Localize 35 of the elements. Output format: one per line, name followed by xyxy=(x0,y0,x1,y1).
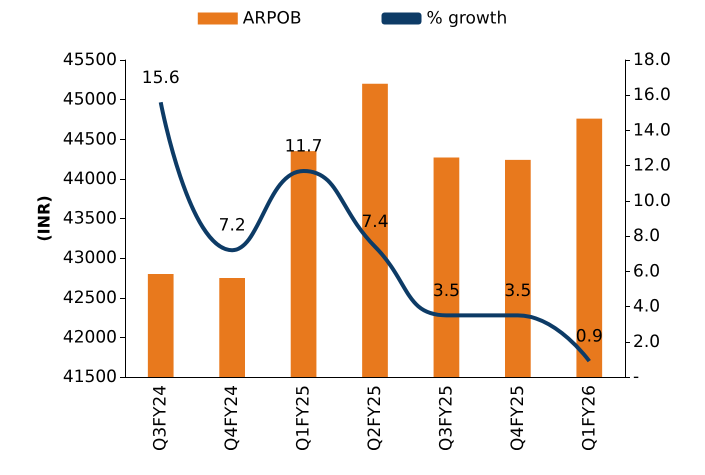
y-axis-title: (INR) xyxy=(34,195,54,242)
y2-tick-label: 4.0 xyxy=(633,296,660,317)
y-tick-label: 42000 xyxy=(62,327,117,348)
x-tick-label: Q4FY25 xyxy=(508,385,528,451)
data-label: 7.4 xyxy=(361,212,389,232)
y2-tick-label: 6.0 xyxy=(633,261,660,282)
y2-tick-label: - xyxy=(633,367,640,387)
data-label: 15.6 xyxy=(142,68,180,88)
y-tick-label: 45000 xyxy=(62,90,117,110)
y2-tick-label: 14.0 xyxy=(633,120,671,140)
y-tick-label: 42500 xyxy=(62,288,117,308)
legend-label: % growth xyxy=(426,8,508,28)
x-tick-label: Q4FY24 xyxy=(222,385,242,451)
data-label: 3.5 xyxy=(432,280,460,301)
y2-tick-label: 16.0 xyxy=(633,85,671,106)
y-tick-label: 45500 xyxy=(62,50,117,70)
y-tick-label: 41500 xyxy=(62,367,117,387)
y2-tick-label: 18.0 xyxy=(633,50,671,70)
y-tick-label: 44500 xyxy=(62,129,117,150)
y2-tick-label: 10.0 xyxy=(633,190,671,211)
y2-tick-label: 12.0 xyxy=(633,156,671,176)
x-tick-label: Q1FY26 xyxy=(579,385,600,451)
y2-tick-label: 2.0 xyxy=(633,332,660,352)
data-label: 7.2 xyxy=(218,216,246,236)
y-tick-label: 43000 xyxy=(62,248,117,268)
y-tick-label: 44000 xyxy=(62,168,117,189)
data-label: 3.5 xyxy=(504,280,532,301)
y2-tick-label: 8.0 xyxy=(633,226,660,246)
x-tick-label: Q2FY25 xyxy=(365,385,385,451)
y-tick-label: 43500 xyxy=(62,208,117,228)
x-tick-label: Q3FY24 xyxy=(150,385,171,451)
x-tick-label: Q3FY25 xyxy=(436,385,456,451)
data-label: 0.9 xyxy=(576,326,603,347)
legend-label: ARPOB xyxy=(242,8,302,28)
x-tick-label: Q1FY25 xyxy=(294,385,314,451)
